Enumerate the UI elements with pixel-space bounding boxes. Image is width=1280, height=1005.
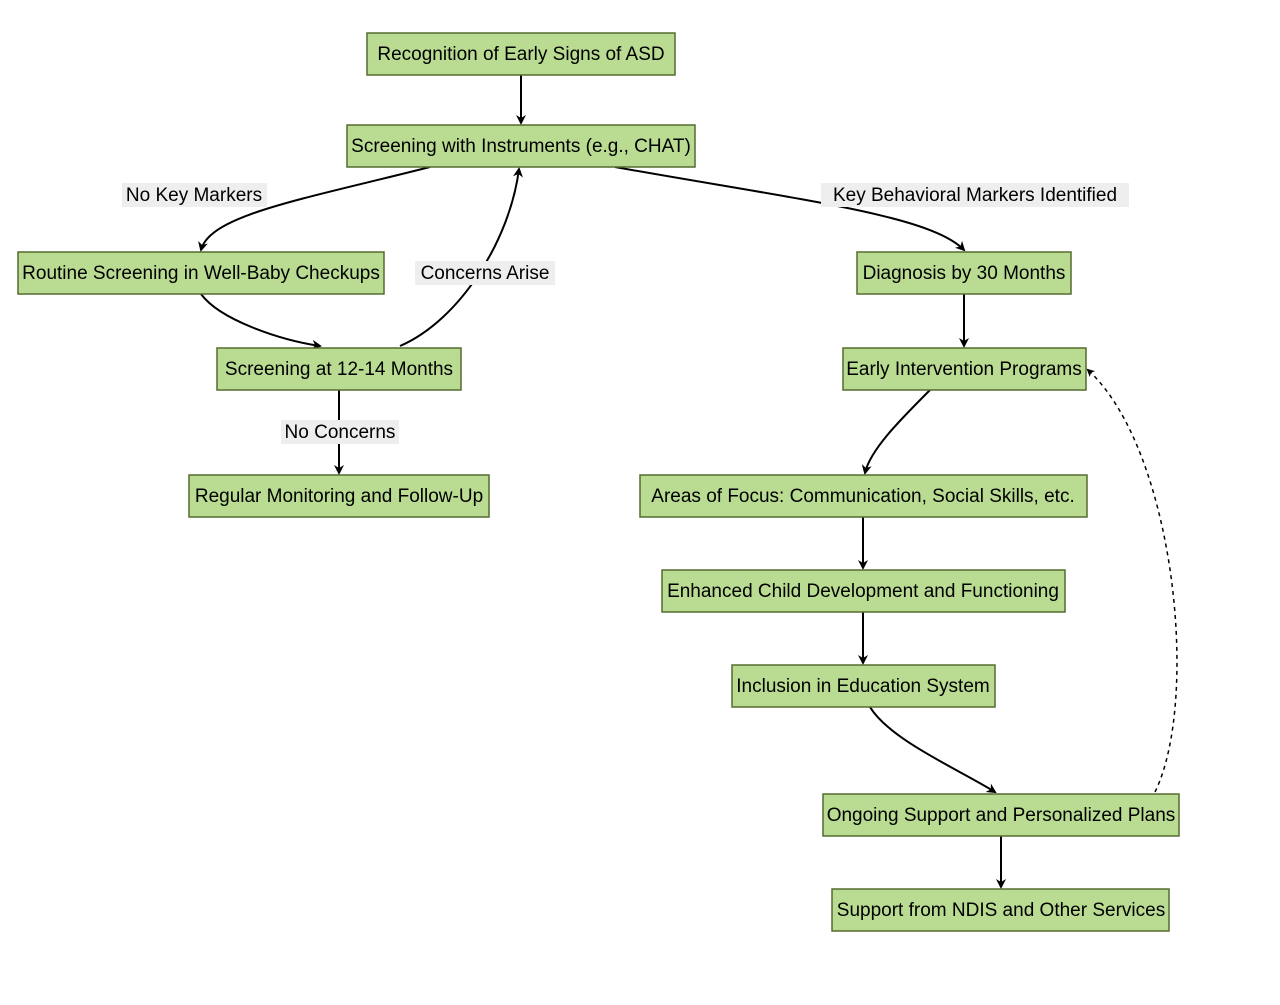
node-recognition-label: Recognition of Early Signs of ASD: [377, 44, 664, 65]
node-ndis-support: Support from NDIS and Other Services: [832, 889, 1169, 931]
edge-n3-n5: [201, 294, 320, 346]
node-screening-instruments-label: Screening with Instruments (e.g., CHAT): [351, 136, 691, 157]
node-inclusion-education-label: Inclusion in Education System: [736, 676, 989, 697]
node-ongoing-support: Ongoing Support and Personalized Plans: [823, 794, 1179, 836]
node-ndis-support-label: Support from NDIS and Other Services: [837, 900, 1165, 921]
edge-n2-n4: [615, 167, 964, 250]
node-regular-monitoring-label: Regular Monitoring and Follow-Up: [195, 486, 483, 507]
node-early-intervention-label: Early Intervention Programs: [846, 359, 1082, 380]
node-screening-12-14-label: Screening at 12-14 Months: [225, 359, 453, 380]
edge-n11-n6-dashed: [1088, 370, 1177, 792]
node-diagnosis-label: Diagnosis by 30 Months: [863, 263, 1066, 284]
edge-n5-n2: [400, 169, 519, 346]
node-routine-screening-label: Routine Screening in Well-Baby Checkups: [22, 263, 380, 284]
node-diagnosis: Diagnosis by 30 Months: [857, 252, 1071, 294]
node-early-intervention: Early Intervention Programs: [843, 348, 1086, 390]
node-routine-screening: Routine Screening in Well-Baby Checkups: [18, 252, 384, 294]
flowchart-diagram: No Key Markers Key Behavioral Markers Id…: [0, 0, 1280, 1005]
edge-n10-n11: [870, 707, 995, 792]
edge-label-no-key-markers: No Key Markers: [126, 185, 262, 206]
node-enhanced-development-label: Enhanced Child Development and Functioni…: [667, 581, 1059, 602]
edge-label-concerns-arise: Concerns Arise: [421, 263, 550, 284]
node-recognition: Recognition of Early Signs of ASD: [367, 33, 675, 75]
node-screening-instruments: Screening with Instruments (e.g., CHAT): [347, 125, 695, 167]
node-screening-12-14: Screening at 12-14 Months: [217, 348, 461, 390]
edge-label-no-concerns: No Concerns: [285, 422, 396, 443]
edge-n6-n8: [865, 390, 930, 473]
node-regular-monitoring: Regular Monitoring and Follow-Up: [189, 475, 489, 517]
edge-label-key-markers: Key Behavioral Markers Identified: [833, 185, 1117, 206]
edge-n2-n3: [201, 167, 430, 250]
node-ongoing-support-label: Ongoing Support and Personalized Plans: [827, 805, 1176, 826]
node-inclusion-education: Inclusion in Education System: [732, 665, 995, 707]
node-areas-of-focus: Areas of Focus: Communication, Social Sk…: [640, 475, 1087, 517]
node-areas-of-focus-label: Areas of Focus: Communication, Social Sk…: [651, 486, 1074, 507]
node-enhanced-development: Enhanced Child Development and Functioni…: [662, 570, 1065, 612]
